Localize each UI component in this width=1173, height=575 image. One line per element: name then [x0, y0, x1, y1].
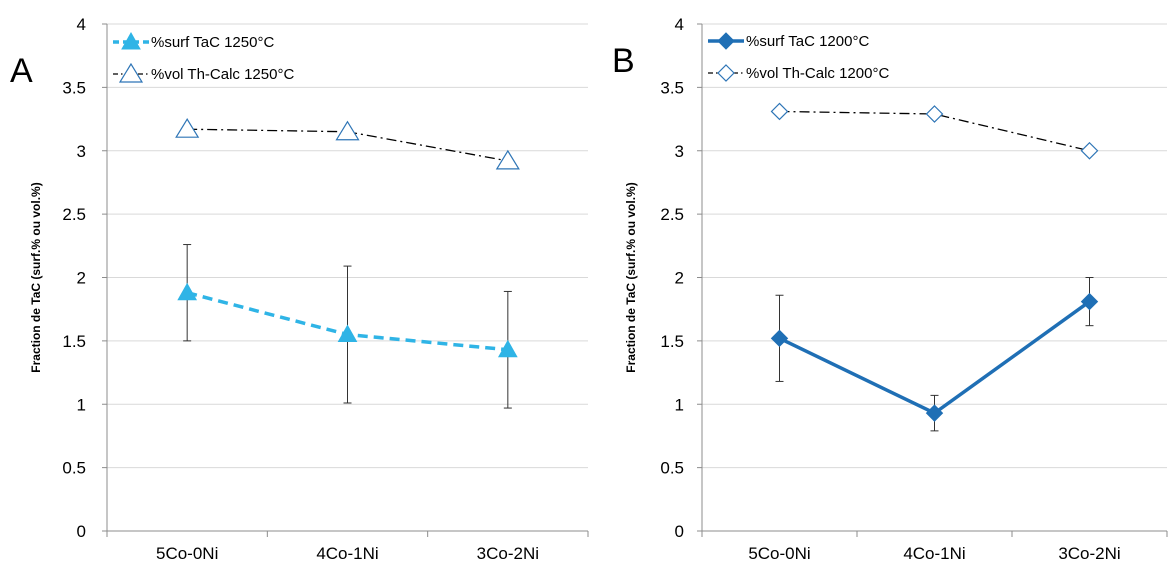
series-measured [770, 277, 1099, 432]
y-tick-label: 1.5 [62, 332, 86, 351]
legend-label: %vol Th-Calc 1250°C [151, 66, 294, 83]
y-tick-label: 1 [77, 395, 86, 414]
panel-label: B [612, 42, 635, 80]
series-calculated [175, 118, 520, 170]
data-point [335, 120, 360, 141]
data-point [177, 282, 198, 301]
legend-label: %surf TaC 1250°C [151, 34, 274, 51]
y-tick-label: 3 [77, 142, 86, 161]
x-tick-label: 3Co-2Ni [1058, 544, 1120, 563]
x-tick-label: 5Co-0Ni [156, 544, 218, 563]
data-point [1080, 292, 1099, 311]
y-tick-label: 1.5 [660, 332, 684, 351]
y-tick-label: 0.5 [62, 459, 86, 478]
legend-entry: %surf TaC 1200°C [708, 32, 869, 50]
data-point [770, 329, 789, 348]
y-tick-label: 1 [675, 395, 684, 414]
y-tick-label: 4 [675, 15, 684, 34]
y-tick-label: 2 [675, 269, 684, 288]
y-tick-label: 0 [77, 522, 86, 541]
y-tick-label: 0.5 [660, 459, 684, 478]
legend-entry: %surf TaC 1250°C [113, 31, 274, 51]
y-tick-label: 4 [77, 15, 86, 34]
chart-panel-b: 0 0.5 1 1.5 2 2.5 3 3.5 4 5Co-0Ni 4Co-1Ni 3Co-2Ni Fr… [612, 15, 1168, 563]
data-point [175, 118, 200, 138]
data-point [497, 339, 518, 358]
y-tick-label: 3.5 [660, 78, 684, 97]
data-point [770, 102, 789, 121]
data-point [925, 105, 944, 123]
data-point [337, 324, 358, 343]
legend-marker [121, 31, 141, 50]
x-tick-label: 4Co-1Ni [316, 544, 378, 563]
x-tick-label: 5Co-0Ni [748, 544, 810, 563]
y-tick-label: 2 [77, 269, 86, 288]
x-tick-label: 4Co-1Ni [903, 544, 965, 563]
y-tick-label: 2.5 [62, 205, 86, 224]
legend-marker [717, 64, 735, 82]
legend-label: %vol Th-Calc 1200°C [746, 65, 889, 82]
legend-label: %surf TaC 1200°C [746, 33, 869, 50]
legend-marker [717, 32, 735, 50]
chart-panel-a: 0 0.5 1 1.5 2 2.5 3 3.5 4 5Co-0Ni 4Co-1Ni 3Co-2Ni Fr… [10, 15, 589, 563]
series-calculated [770, 102, 1099, 160]
data-point [1080, 141, 1099, 160]
series-measured [177, 244, 518, 409]
legend-entry: %vol Th-Calc 1200°C [708, 64, 889, 82]
data-point [925, 404, 944, 422]
y-tick-label: 0 [675, 522, 684, 541]
data-point [495, 149, 520, 170]
x-tick-label: 3Co-2Ni [477, 544, 539, 563]
y-tick-label: 2.5 [660, 205, 684, 224]
legend-marker [118, 62, 144, 83]
legend-entry: %vol Th-Calc 1250°C [113, 62, 294, 83]
panel-label: A [10, 52, 33, 90]
y-axis-label: Fraction de TaC (surf.% ou vol.%) [624, 182, 638, 372]
y-tick-label: 3 [675, 142, 684, 161]
y-tick-label: 3.5 [62, 78, 86, 97]
y-axis-label: Fraction de TaC (surf.% ou vol.%) [29, 182, 43, 372]
